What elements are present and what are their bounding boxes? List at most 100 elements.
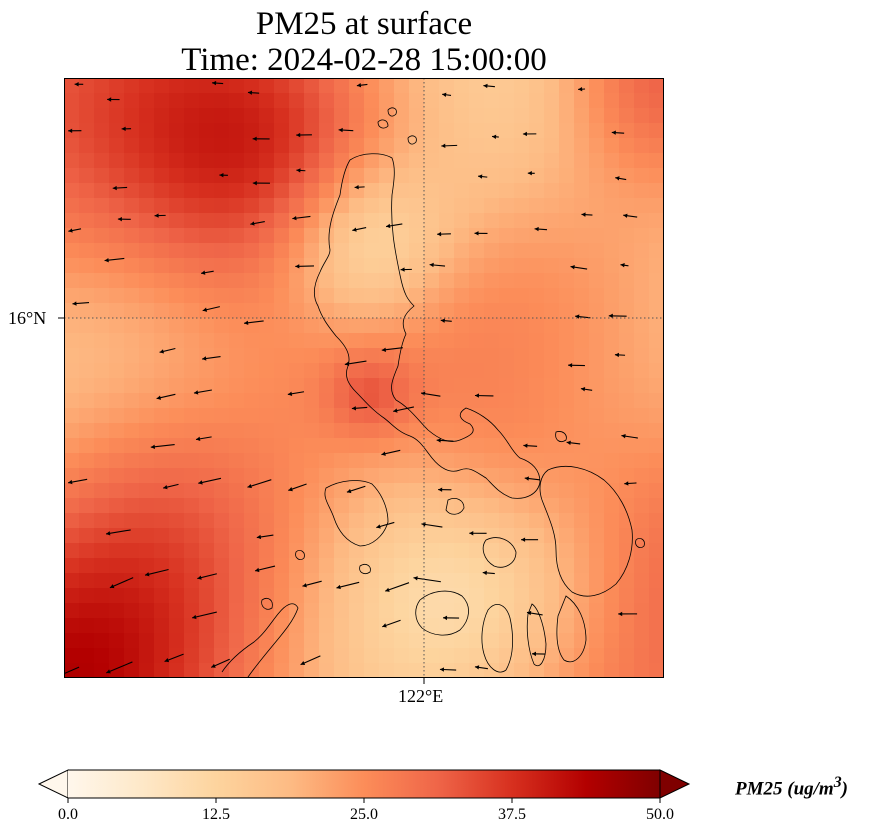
pm25-cell: [124, 393, 140, 409]
pm25-cell: [169, 93, 185, 109]
pm25-cell: [499, 288, 515, 304]
pm25-cell: [169, 318, 185, 334]
pm25-cell: [214, 93, 230, 109]
pm25-cell: [334, 633, 350, 649]
pm25-cell: [634, 243, 650, 259]
pm25-cell: [169, 258, 185, 274]
pm25-cell: [454, 513, 470, 529]
pm25-cell: [394, 468, 410, 484]
pm25-cell: [394, 513, 410, 529]
pm25-cell: [79, 393, 95, 409]
pm25-cell: [364, 453, 380, 469]
pm25-cell: [484, 93, 500, 109]
colorbar-label-end: ): [841, 778, 848, 800]
pm25-cell: [514, 453, 530, 469]
pm25-cell: [289, 573, 305, 589]
pm25-cell: [334, 423, 350, 439]
pm25-cell: [364, 498, 380, 514]
pm25-cell: [229, 528, 245, 544]
pm25-cell: [79, 618, 95, 634]
pm25-cell: [604, 453, 620, 469]
pm25-cell: [319, 243, 335, 259]
pm25-cell: [94, 303, 110, 319]
pm25-cell: [454, 243, 470, 259]
pm25-cell: [619, 663, 635, 678]
pm25-cell: [244, 78, 260, 94]
pm25-cell: [514, 603, 530, 619]
pm25-cell: [604, 633, 620, 649]
pm25-cell: [334, 378, 350, 394]
pm25-cell: [469, 528, 485, 544]
coastline-marinduque: [445, 498, 465, 515]
pm25-cell: [199, 333, 215, 349]
pm25-cell: [94, 483, 110, 499]
pm25-cell: [199, 288, 215, 304]
pm25-cell: [394, 318, 410, 334]
pm25-cell: [109, 288, 125, 304]
pm25-cell: [304, 483, 320, 499]
pm25-cell: [229, 288, 245, 304]
pm25-cell: [319, 303, 335, 319]
wind-arrow: [385, 582, 410, 592]
pm25-cell: [469, 183, 485, 199]
map-time: Time: 2024-02-28 15:00:00: [181, 42, 547, 78]
wind-arrow: [437, 231, 451, 237]
pm25-cell: [574, 633, 590, 649]
pm25-cell: [379, 198, 395, 214]
pm25-cell: [454, 468, 470, 484]
pm25-cell: [514, 123, 530, 139]
pm25-cell: [139, 573, 155, 589]
pm25-cell: [259, 618, 275, 634]
pm25-cell: [334, 513, 350, 529]
pm25-cell: [259, 648, 275, 664]
pm25-cell: [139, 318, 155, 334]
pm25-cell: [499, 168, 515, 184]
pm25-cell: [634, 633, 650, 649]
pm25-cell: [379, 603, 395, 619]
pm25-cell: [124, 108, 140, 124]
pm25-cell: [424, 393, 440, 409]
pm25-cell: [184, 498, 200, 514]
colorbar: [37, 769, 691, 803]
pm25-cell: [79, 543, 95, 559]
pm25-cell: [364, 603, 380, 619]
pm25-cell: [79, 513, 95, 529]
pm25-cell: [394, 153, 410, 169]
pm25-cell: [379, 483, 395, 499]
pm25-cell: [619, 363, 635, 379]
pm25-cell: [364, 573, 380, 589]
pm25-cell: [619, 273, 635, 289]
pm25-cell: [364, 153, 380, 169]
pm25-cell: [94, 198, 110, 214]
colorbar-tick-label: 25.0: [350, 806, 378, 823]
wind-arrow: [568, 363, 585, 368]
pm25-cell: [514, 243, 530, 259]
pm25-cell: [169, 363, 185, 379]
pm25-cell: [544, 498, 560, 514]
wind-arrow: [566, 440, 581, 445]
pm25-cell: [514, 78, 530, 94]
coastline-leyte: [556, 595, 587, 663]
pm25-cell: [604, 558, 620, 574]
wind-arrow: [121, 126, 132, 132]
pm25-cell: [79, 198, 95, 214]
pm25-cell: [499, 228, 515, 244]
pm25-cell: [454, 603, 470, 619]
pm25-cell: [454, 273, 470, 289]
wind-arrow: [474, 393, 494, 398]
wind-arrow: [287, 391, 305, 396]
pm25-cell: [289, 213, 305, 229]
wind-arrow: [521, 537, 539, 542]
wind-arrow: [252, 136, 270, 142]
pm25-cell: [64, 168, 80, 184]
pm25-cell: [124, 138, 140, 154]
pm25-cell: [169, 543, 185, 559]
pm25-cell: [304, 453, 320, 469]
pm25-cell: [244, 153, 260, 169]
pm25-cell: [589, 648, 605, 664]
pm25-cell: [124, 333, 140, 349]
pm25-cell: [154, 648, 170, 664]
pm25-cell: [409, 123, 425, 139]
pm25-cell: [319, 363, 335, 379]
pm25-cell: [94, 438, 110, 454]
